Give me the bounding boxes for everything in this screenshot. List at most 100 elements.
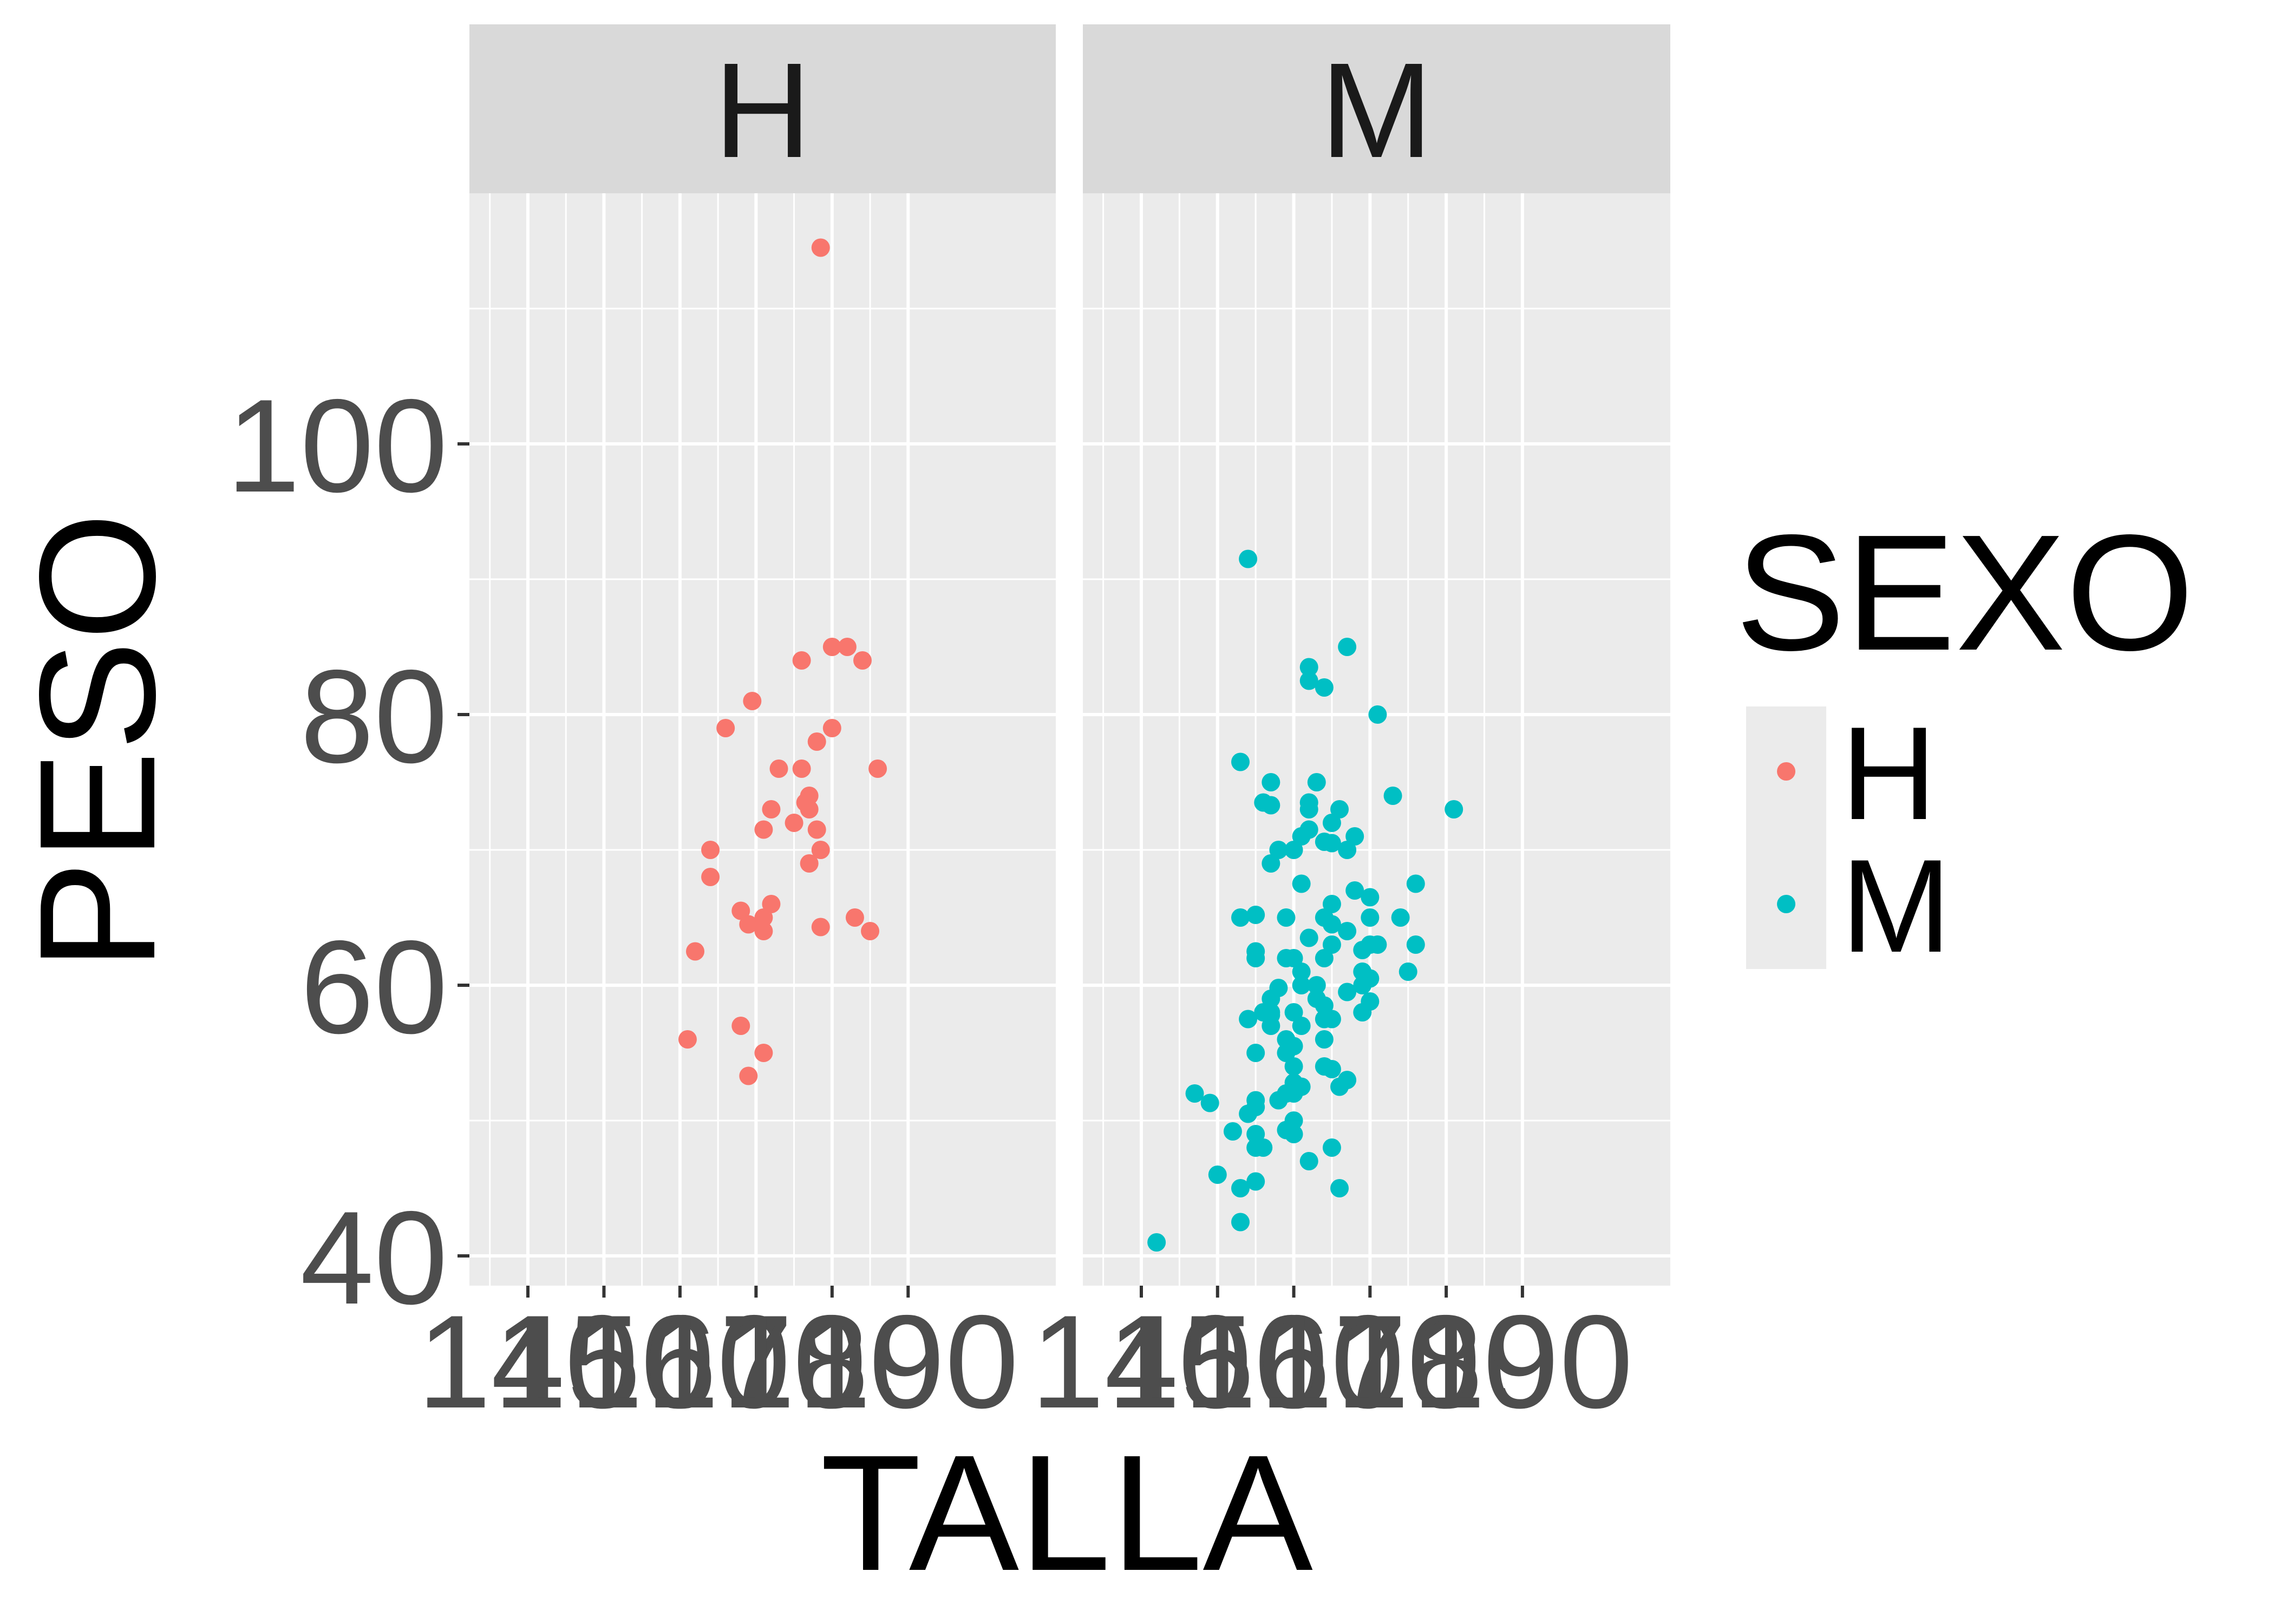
data-point	[1299, 671, 1318, 690]
data-point	[1239, 549, 1258, 568]
data-point	[1307, 990, 1326, 1008]
facet-panel-M: M	[1083, 24, 1670, 1286]
data-point	[685, 942, 704, 961]
data-point	[1284, 1125, 1303, 1143]
x-tick-label: 180	[721, 1287, 943, 1436]
data-point	[838, 638, 857, 656]
x-tick-label: 160	[570, 1287, 791, 1436]
data-point	[822, 719, 841, 737]
data-point	[1246, 1172, 1265, 1191]
data-point	[1353, 976, 1372, 994]
data-point	[1361, 908, 1380, 927]
data-point	[1292, 874, 1311, 893]
data-point	[739, 1066, 758, 1085]
data-point	[1361, 992, 1380, 1011]
data-point	[1338, 841, 1357, 859]
data-point	[1322, 814, 1341, 832]
data-point	[1406, 874, 1425, 893]
data-point	[1315, 949, 1334, 967]
data-point	[1246, 1044, 1265, 1062]
facet-panel-H: H	[469, 24, 1056, 1286]
x-tick-label: 140	[417, 1287, 639, 1436]
data-point	[1262, 990, 1280, 1008]
data-point	[1391, 908, 1410, 927]
data-point	[1353, 941, 1372, 959]
legend-key-M	[1777, 895, 1795, 913]
data-point	[1200, 1093, 1219, 1112]
data-point	[1284, 949, 1303, 967]
data-point	[1299, 820, 1318, 839]
data-point	[1322, 1060, 1341, 1078]
data-point	[1315, 1030, 1334, 1049]
data-point	[1299, 658, 1318, 677]
plot-background	[1083, 193, 1670, 1286]
data-point	[1246, 1125, 1265, 1143]
series-points-M	[1147, 549, 1463, 1252]
data-point	[731, 1017, 750, 1035]
data-point	[1262, 1003, 1280, 1021]
x-tick-label: 150	[1107, 1287, 1328, 1436]
data-point	[785, 814, 803, 832]
data-point	[811, 918, 830, 937]
data-point	[1292, 976, 1311, 994]
data-point	[1246, 949, 1265, 967]
data-point	[1269, 1091, 1288, 1110]
data-point	[754, 908, 773, 927]
data-point	[1322, 915, 1341, 934]
data-point	[1315, 678, 1334, 697]
facet-strip-label: M	[1320, 35, 1433, 186]
facet-strip	[1083, 24, 1670, 193]
data-point	[1231, 908, 1250, 927]
data-point	[1299, 800, 1318, 818]
data-point	[1368, 705, 1387, 724]
legend-key-H	[1777, 762, 1795, 781]
data-point	[1361, 888, 1380, 907]
y-axis-title: PESO	[5, 512, 190, 971]
data-point	[1284, 1111, 1303, 1130]
data-point	[701, 868, 720, 886]
data-point	[1277, 1044, 1296, 1062]
data-point	[845, 908, 864, 927]
data-point	[1299, 1152, 1318, 1170]
legend-label-M: M	[1841, 831, 1951, 980]
data-point	[1262, 773, 1280, 791]
data-point	[1345, 881, 1364, 900]
data-point	[861, 922, 880, 940]
data-point	[1315, 833, 1334, 851]
data-point	[1330, 1179, 1349, 1197]
data-point	[739, 915, 758, 934]
legend-title: SEXO	[1735, 500, 2194, 685]
data-point	[1185, 1084, 1204, 1103]
data-point	[762, 895, 781, 913]
data-point	[1239, 1010, 1258, 1029]
x-tick-label: 190	[1412, 1287, 1633, 1436]
x-axis-title: TALLA	[820, 1420, 1314, 1605]
data-point	[731, 901, 750, 920]
data-point	[743, 692, 762, 710]
data-point	[762, 800, 781, 818]
data-point	[1254, 793, 1273, 812]
data-point	[1406, 935, 1425, 954]
data-point	[1368, 935, 1387, 954]
x-tick-label: 180	[1336, 1287, 1557, 1436]
data-point	[807, 820, 826, 839]
data-point	[1307, 773, 1326, 791]
data-point	[1239, 1104, 1258, 1123]
x-tick-label: 190	[798, 1287, 1019, 1436]
data-point	[800, 800, 819, 818]
data-point	[1262, 854, 1280, 873]
legend-key-background	[1746, 706, 1826, 969]
legend: SEXO HM	[1735, 500, 2194, 980]
y-tick-label: 80	[300, 642, 448, 790]
data-point	[1231, 752, 1250, 771]
data-point	[701, 841, 720, 859]
data-point	[1246, 1091, 1265, 1110]
data-point	[716, 719, 735, 737]
data-point	[1322, 1138, 1341, 1157]
data-point	[754, 820, 773, 839]
data-point	[1338, 638, 1357, 656]
x-tick-label: 170	[645, 1287, 867, 1436]
data-point	[792, 759, 811, 778]
